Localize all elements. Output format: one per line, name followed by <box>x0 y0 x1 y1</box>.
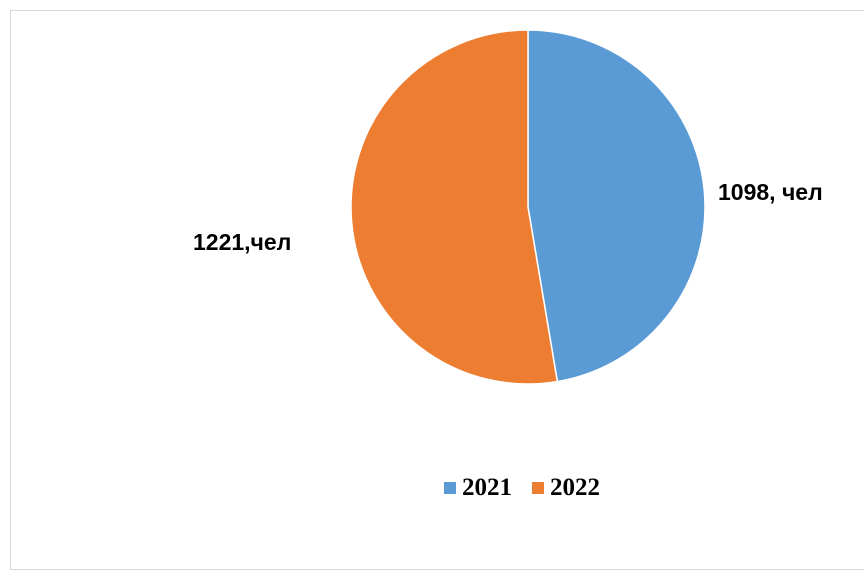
legend: 2021 2022 <box>444 474 620 502</box>
legend-swatch-2021 <box>444 482 456 494</box>
legend-label-2022: 2022 <box>550 474 600 501</box>
data-label-2021: 1098, чел <box>718 179 823 205</box>
pie-chart: 1098, чел 1221,чел <box>193 29 823 385</box>
pie-slice-2021 <box>527 29 706 383</box>
legend-swatch-2022 <box>532 482 544 494</box>
pie-slices <box>350 29 706 385</box>
legend-item-2022: 2022 <box>532 474 600 502</box>
pie-slice-2022 <box>350 29 559 385</box>
legend-item-2021: 2021 <box>444 474 512 502</box>
data-label-2022: 1221,чел <box>193 229 291 255</box>
legend-label-2021: 2021 <box>462 474 512 501</box>
